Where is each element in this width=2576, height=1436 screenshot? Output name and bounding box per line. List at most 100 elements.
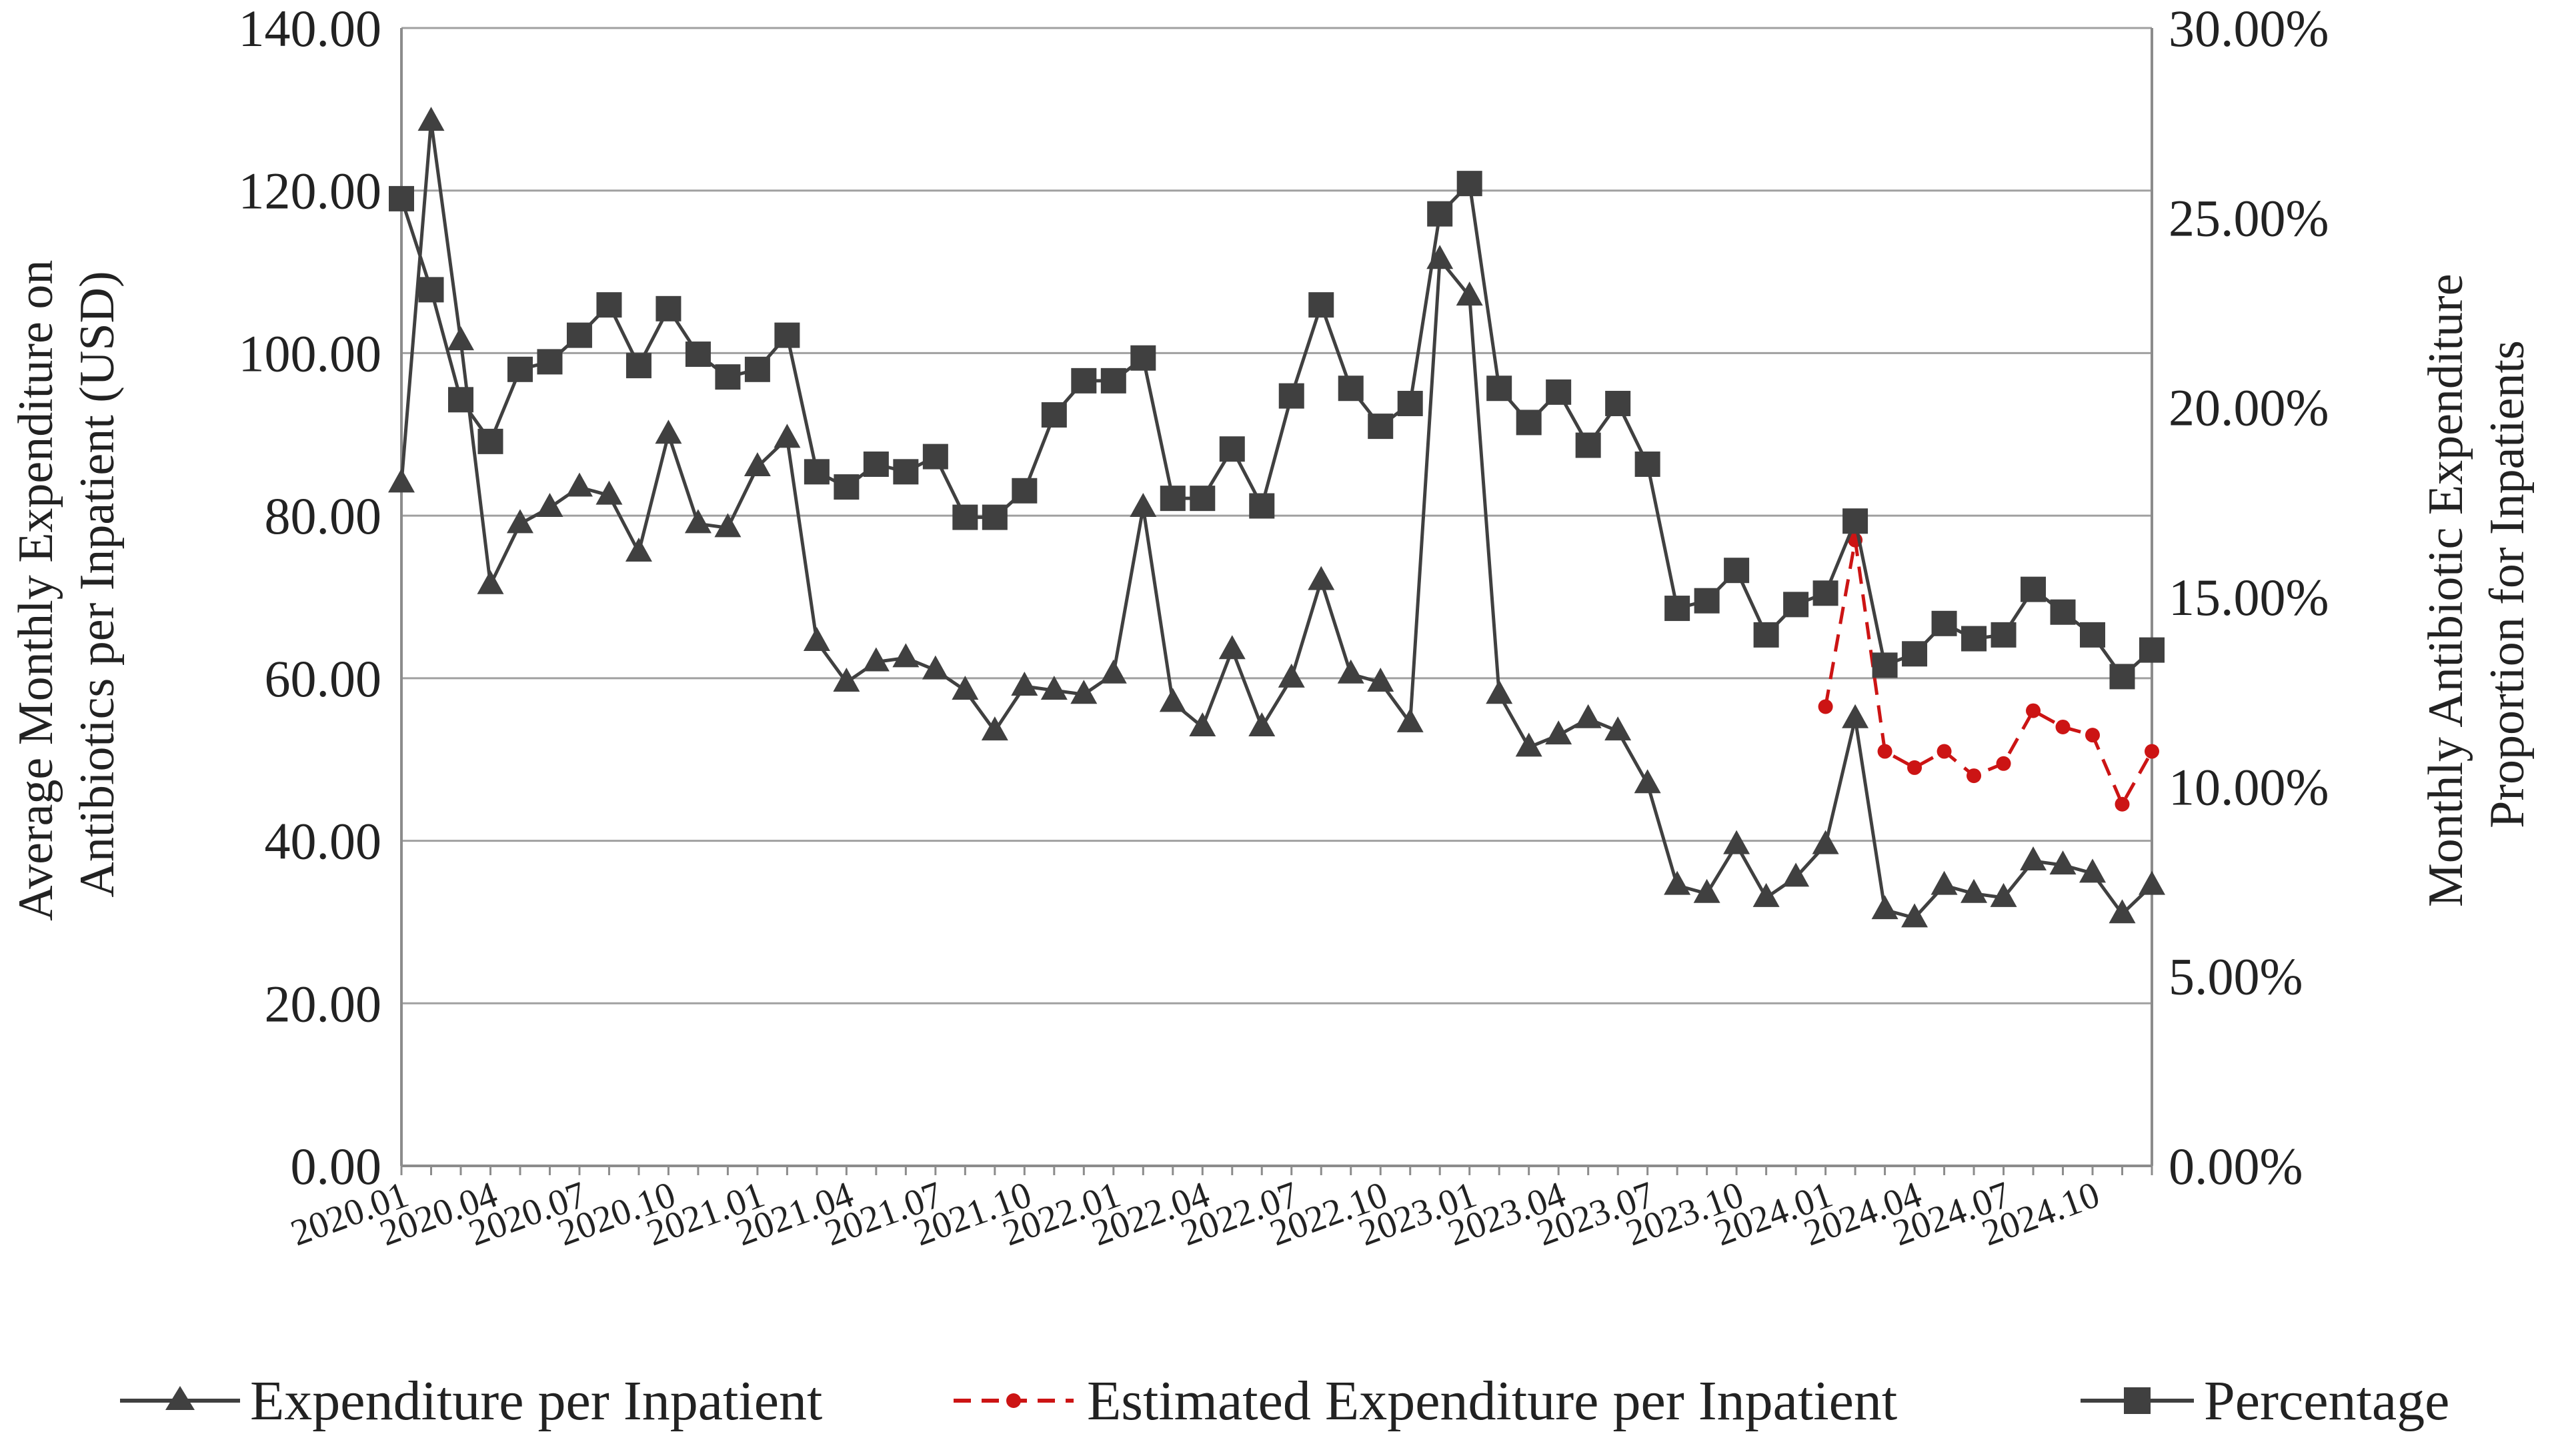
data-point-triangle [2049,850,2077,875]
x-tick-labels: 2020.012020.042020.072020.102021.012021.… [285,1174,2105,1255]
data-point-square [1724,558,1750,584]
data-point-square [2139,637,2165,663]
data-point-triangle [1130,492,1157,517]
gridlines [401,27,2152,1004]
data-point-triangle [1248,712,1276,736]
axes [400,28,2153,1175]
legend-marker-triangle [165,1386,195,1410]
data-point-square [1190,486,1216,512]
data-point-triangle [1604,716,1632,741]
data-point-triangle [952,676,979,700]
data-point-triangle [1189,712,1216,736]
data-point-square [1130,345,1156,371]
y-right-tick-label: 5.00% [2169,948,2303,1006]
data-point-triangle [2139,870,2165,895]
series-2 [389,171,2165,690]
data-point-triangle [1070,680,1098,704]
data-point-square [477,428,503,454]
data-point-square [656,295,682,321]
data-point-square [1368,414,1394,440]
data-point-square [1902,641,1928,667]
data-point-square [1783,592,1809,618]
data-point-square [744,356,770,382]
data-point-triangle [1308,566,1335,590]
data-point-triangle [1990,882,2017,907]
data-point-square [1278,383,1304,409]
data-point-triangle [1100,659,1127,684]
data-point-triangle [2079,858,2107,883]
data-point-triangle [1515,732,1542,757]
data-point-triangle [1901,903,1928,928]
data-point-square [1456,171,1482,197]
data-point-square [625,353,652,379]
data-point-square [1694,588,1720,614]
data-point-square [1160,486,1186,512]
data-point-square [1249,493,1275,519]
data-point-triangle [1545,720,1572,745]
data-point-triangle [803,627,830,652]
data-point-triangle [506,509,533,534]
y-left-axis-title: Average Monthly Expenditure on Antibioti… [9,247,125,921]
data-point-triangle [1812,830,1839,854]
data-point-triangle [1693,878,1720,903]
data-point-square [1516,410,1542,436]
data-point-triangle [922,655,949,680]
data-point-square [893,459,919,485]
data-point-triangle [1634,769,1661,794]
data-point-dot [2115,796,2130,812]
data-point-triangle [595,480,623,505]
data-point-triangle [565,472,593,497]
data-point-triangle [1782,862,1810,887]
data-point-triangle [981,716,1008,741]
y-right-tick-labels: 0.00% 5.00% 10.00% 15.00% 20.00% 25.00% 30.00% [2169,0,2329,1195]
data-point-triangle [862,647,890,672]
y-right-tick-label: 0.00% [2169,1137,2303,1195]
data-point-square [1012,478,1038,504]
series-0 [388,107,2165,928]
data-point-triangle [1930,870,1958,895]
data-point-triangle [1278,663,1305,688]
data-point-triangle [2020,846,2047,871]
y-right-tick-label: 10.00% [2169,758,2329,816]
data-point-dot [1996,756,2011,771]
data-point-dot [1937,744,1952,759]
data-point-triangle [1396,708,1424,732]
data-point-square [1961,626,1987,652]
data-point-square [1842,508,1868,534]
y-left-tick-label: 80.00 [265,487,382,545]
data-point-triangle [1752,882,1780,907]
data-point-square [1991,622,2017,648]
data-point-triangle [1040,676,1068,700]
data-point-square [685,341,711,368]
data-point-dot [1818,699,1833,714]
y-right-axis-title: Monthly Antibiotic Expenditure Proportio… [2419,261,2535,907]
legend-label-estimated: Estimated Expenditure per Inpatient [1087,1370,1897,1432]
y-left-tick-label: 120.00 [239,162,382,220]
data-point-square [2080,622,2106,648]
data-point-square [2109,664,2135,690]
data-point-triangle [1664,870,1691,895]
data-point-triangle [417,107,445,131]
data-point-square [596,292,622,318]
data-point-square [834,474,860,500]
series-line [399,119,2153,920]
data-point-square [1872,652,1898,678]
data-point-square [1546,379,1572,405]
data-point-square [1219,436,1245,462]
data-point-triangle [655,420,682,444]
data-point-square [1575,432,1601,458]
data-point-triangle [1218,635,1246,660]
data-point-dot [2026,703,2041,718]
data-point-triangle [1574,704,1602,728]
y-left-tick-label: 60.00 [265,650,382,708]
data-point-square [1931,610,1957,636]
series-1 [1818,532,2159,812]
data-point-square [1397,390,1423,416]
data-point-square [1486,376,1512,402]
data-point-square [804,459,830,485]
legend-marker-dot [1006,1393,1021,1408]
data-point-square [1634,451,1660,477]
data-point-square [715,364,741,390]
data-point-triangle [744,452,771,477]
data-point-triangle [714,513,742,538]
